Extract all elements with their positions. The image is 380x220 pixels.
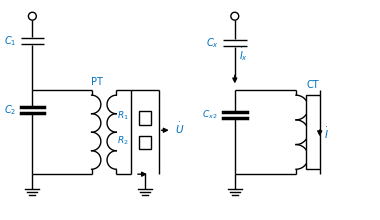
Text: $C_{x2}$: $C_{x2}$	[201, 109, 217, 121]
Text: $C_1$: $C_1$	[4, 34, 17, 48]
Text: PT: PT	[90, 77, 103, 87]
Text: $\dot{I}$: $\dot{I}$	[324, 126, 328, 141]
Text: $\dot{U}$: $\dot{U}$	[174, 121, 184, 136]
Circle shape	[231, 12, 239, 20]
Text: $\dot{I}_x$: $\dot{I}_x$	[239, 46, 248, 63]
Text: CT: CT	[306, 80, 319, 90]
Circle shape	[28, 12, 36, 20]
Bar	[139, 111, 151, 125]
Text: $C_2$: $C_2$	[4, 103, 17, 117]
Bar	[139, 136, 151, 150]
Bar	[306, 95, 320, 169]
Text: $R_1$: $R_1$	[117, 110, 129, 122]
Text: $C_x$: $C_x$	[206, 36, 219, 50]
Text: $R_2$: $R_2$	[117, 134, 129, 147]
